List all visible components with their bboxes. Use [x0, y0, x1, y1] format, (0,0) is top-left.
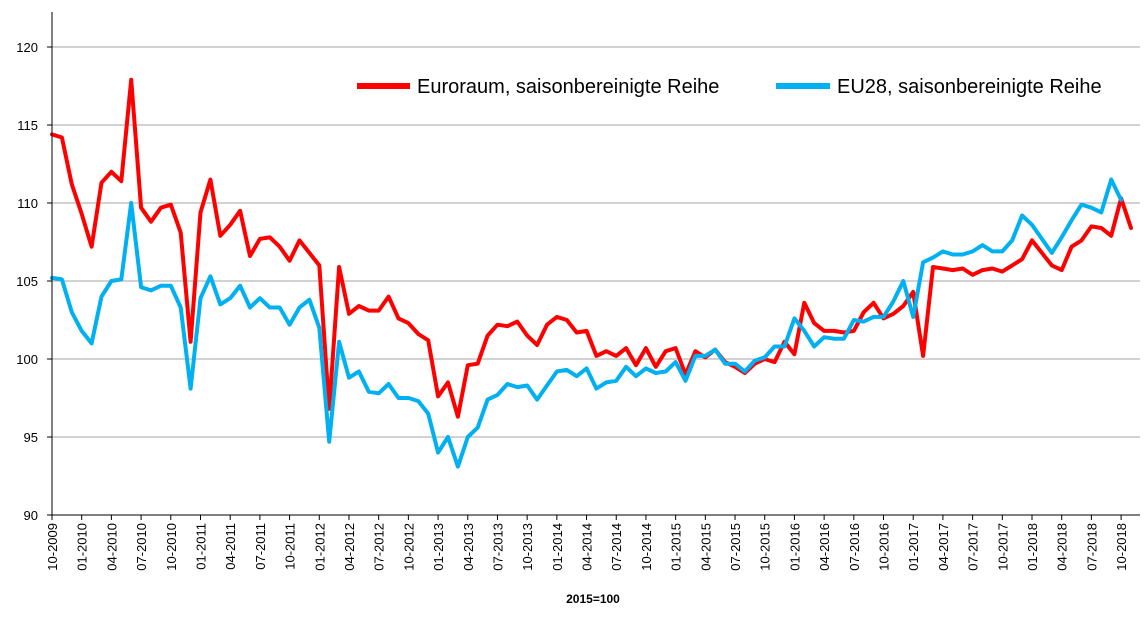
x-tick-label: 10-2013 [520, 523, 535, 571]
y-tick-label: 95 [24, 430, 38, 445]
x-tick-label: 10-2014 [639, 523, 654, 571]
x-tick-label: 10-2009 [45, 523, 60, 571]
x-tick-label: 07-2012 [372, 523, 387, 571]
x-tick-label: 04-2012 [342, 523, 357, 571]
x-tick-label: 10-2015 [758, 523, 773, 571]
x-tick-label: 07-2016 [847, 523, 862, 571]
y-axis-ticks: 90 95 100 105 110 115 120 [16, 40, 52, 523]
x-axis-ticks: 10-2009 01-2010 04-2010 07-2010 10-2010 01-20… [45, 515, 1129, 571]
x-tick-label: 01-2010 [75, 523, 90, 571]
x-tick-label: 04-2016 [817, 523, 832, 571]
x-tick-label: 04-2011 [223, 523, 238, 570]
series-line-euroraum [50, 77, 1133, 419]
x-tick-label: 04-2017 [936, 523, 951, 571]
x-tick-label: 01-2011 [193, 523, 208, 570]
x-tick-label: 07-2010 [134, 523, 149, 571]
x-tick-label: 07-2017 [966, 523, 981, 571]
legend-label-eu28: EU28, saisonbereinigte Reihe [837, 76, 1102, 98]
x-tick-label: 10-2011 [283, 523, 298, 570]
x-axis-label: 2015=100 [566, 592, 620, 606]
y-tick-label: 100 [16, 352, 38, 367]
x-tick-label: 07-2013 [490, 523, 505, 571]
x-tick-label: 07-2014 [609, 523, 624, 571]
x-tick-label: 10-2016 [877, 523, 892, 571]
y-tick-label: 90 [24, 508, 38, 523]
x-tick-label: 01-2016 [787, 523, 802, 571]
x-tick-label: 01-2012 [312, 523, 327, 571]
x-tick-label: 01-2018 [1025, 523, 1040, 571]
legend-label-euroraum: Euroraum, saisonbereinigte Reihe [417, 76, 719, 98]
x-tick-label: 01-2014 [550, 523, 565, 571]
y-tick-label: 115 [17, 118, 38, 133]
x-tick-label: 10-2018 [1114, 523, 1129, 571]
x-tick-label: 04-2013 [461, 523, 476, 571]
y-tick-label: 120 [16, 40, 38, 55]
y-tick-label: 105 [16, 274, 38, 289]
y-tick-label: 110 [17, 196, 38, 211]
legend: Euroraum, saisonbereinigte Reihe EU28, s… [357, 76, 1102, 98]
x-tick-label: 04-2010 [104, 523, 119, 571]
x-tick-label: 04-2018 [1055, 523, 1070, 571]
x-tick-label: 07-2011 [253, 523, 268, 570]
x-tick-label: 10-2012 [401, 523, 416, 571]
x-tick-label: 04-2015 [698, 523, 713, 571]
x-tick-label: 04-2014 [580, 523, 595, 571]
x-tick-label: 01-2015 [669, 523, 684, 571]
x-tick-label: 10-2017 [995, 523, 1010, 571]
x-tick-label: 10-2010 [164, 523, 179, 571]
series-layer [50, 77, 1133, 469]
x-tick-label: 01-2017 [906, 523, 921, 571]
gridlines [52, 46, 1140, 438]
series-line-eu28 [50, 177, 1124, 469]
x-tick-label: 07-2015 [728, 523, 743, 571]
x-tick-label: 07-2018 [1084, 523, 1099, 571]
x-tick-label: 01-2013 [431, 523, 446, 571]
